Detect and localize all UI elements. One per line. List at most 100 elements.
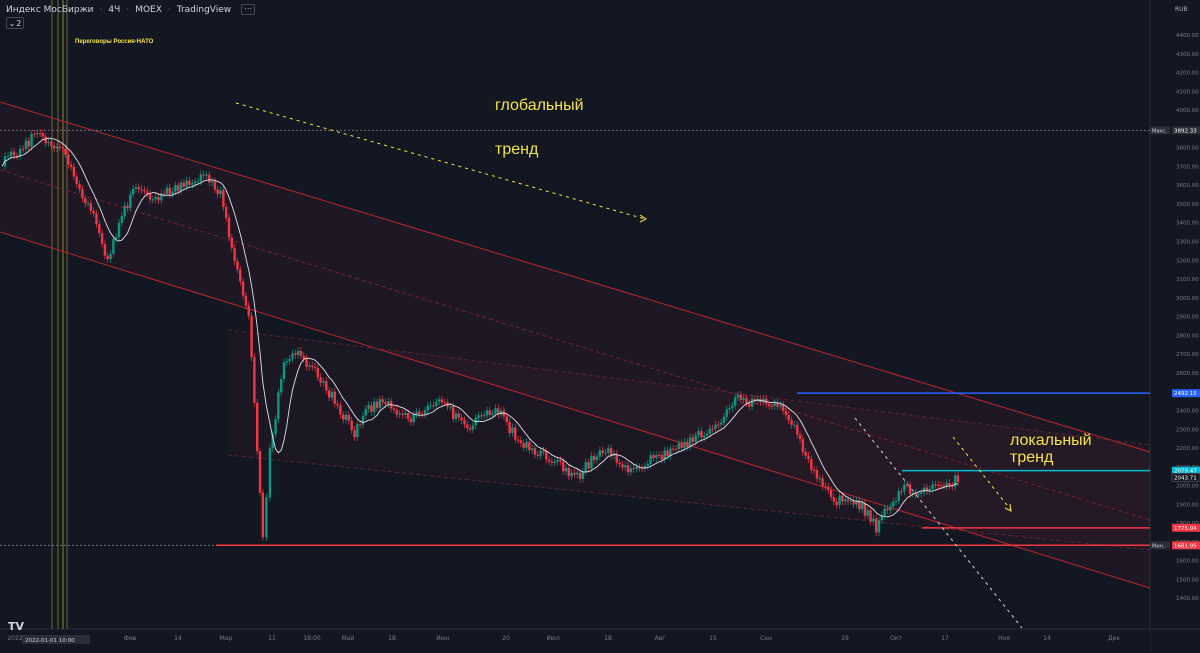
- candle-body: [268, 448, 272, 498]
- candle-body: [739, 394, 743, 401]
- price-label-bg: [1171, 472, 1200, 482]
- candle-body: [33, 133, 36, 135]
- chevron-down-icon: ⌄: [8, 18, 16, 28]
- candle-body: [160, 193, 163, 201]
- candle-body: [827, 486, 830, 490]
- candle-body: [559, 459, 562, 462]
- candle-body: [680, 443, 683, 448]
- candle-body: [378, 399, 382, 408]
- candle-body: [423, 410, 427, 415]
- candle-body: [934, 484, 937, 486]
- candle-body: [711, 428, 714, 430]
- x-tick-label: Окт: [890, 635, 902, 642]
- moving-average-line: [1, 137, 959, 518]
- candle-body: [860, 502, 864, 510]
- y-tick-label: 1500.00: [1176, 577, 1199, 583]
- local-trend-arrow: [952, 436, 1012, 511]
- candle-body: [671, 448, 675, 450]
- candle-body: [812, 469, 816, 471]
- candle-body: [666, 450, 669, 457]
- candle-body: [604, 452, 607, 454]
- candle-body: [250, 315, 253, 358]
- candle-body: [734, 397, 737, 406]
- candle-body: [626, 465, 630, 473]
- indicators-count: 2: [16, 18, 22, 28]
- candle-body: [877, 520, 881, 533]
- candle-body: [948, 482, 951, 486]
- annotation-text: глобальный: [495, 97, 584, 114]
- candle-body: [106, 255, 109, 260]
- candle-body: [550, 461, 554, 463]
- candle-body: [796, 424, 799, 435]
- interval-label[interactable]: 4Ч: [108, 4, 121, 15]
- candle-body: [609, 448, 613, 456]
- candle-body: [311, 365, 314, 367]
- indicators-collapse-button[interactable]: ⌄ 2: [6, 17, 24, 29]
- candle-body: [50, 141, 53, 146]
- annotation-text: локальный: [1010, 432, 1092, 449]
- x-tick-label: 14: [174, 635, 182, 642]
- candle-body: [432, 405, 435, 407]
- currency-label: RUB: [1175, 6, 1188, 13]
- candle-body: [821, 478, 824, 487]
- candle-body: [224, 206, 228, 218]
- candle-body: [210, 181, 214, 183]
- candle-body: [717, 424, 720, 426]
- y-tick-label: 3400.00: [1176, 221, 1199, 227]
- candle-body: [621, 464, 624, 468]
- candle-body: [514, 427, 517, 440]
- candle-body: [241, 281, 245, 296]
- candle-body: [415, 411, 418, 415]
- candle-body: [525, 441, 528, 448]
- x-tick-label: 18:00: [303, 635, 320, 642]
- candle-body: [364, 408, 367, 416]
- price-label-tag: Макс.: [1152, 128, 1167, 134]
- y-tick-label: 3800.00: [1176, 146, 1199, 152]
- price-scale-bg: [1150, 0, 1200, 653]
- x-tick-label: Ноя: [998, 635, 1010, 642]
- candle-body: [112, 239, 115, 254]
- candle-body: [519, 440, 523, 444]
- more-icon[interactable]: ⋯: [241, 4, 256, 15]
- candle-body: [409, 418, 413, 423]
- candle-body: [69, 164, 73, 167]
- x-tick-label: 15: [709, 635, 717, 642]
- candle-body: [188, 180, 191, 185]
- symbol-name[interactable]: Индекс МосБиржи: [6, 4, 94, 15]
- candle-body: [325, 381, 328, 391]
- candle-body: [350, 420, 353, 430]
- candle-body: [922, 487, 926, 493]
- candle-body: [171, 191, 174, 195]
- annotation-text: тренд: [495, 141, 539, 158]
- candle-body: [143, 189, 146, 192]
- x-tick-label: 2022: [7, 635, 22, 642]
- candle-body: [36, 133, 39, 135]
- candle-body: [829, 489, 833, 498]
- candle-body: [258, 451, 262, 493]
- candle-body: [640, 468, 644, 470]
- candle-body: [296, 350, 300, 355]
- candle-body: [505, 416, 508, 422]
- candle-body: [553, 461, 556, 463]
- candle-body: [939, 485, 943, 487]
- candle-body: [612, 453, 616, 456]
- price-label-bg: [1172, 389, 1200, 398]
- candle-body: [561, 461, 565, 472]
- price-label: 2492.15: [1172, 389, 1200, 398]
- price-label-value: 1775.04: [1174, 526, 1197, 532]
- candle-body: [261, 492, 265, 538]
- x-tick-label: 18: [604, 635, 612, 642]
- candle-body: [9, 151, 13, 157]
- candle-body: [522, 443, 525, 448]
- price-label-value: 2043.71: [1174, 475, 1197, 481]
- candle-body: [308, 365, 311, 367]
- y-tick-label: 2200.00: [1176, 446, 1199, 452]
- candle-body: [291, 353, 294, 359]
- candle-body: [148, 193, 152, 200]
- x-tick-label: 17: [941, 635, 949, 642]
- candle-body: [533, 448, 537, 455]
- candle-body: [193, 181, 197, 184]
- global-channel-lower: [0, 231, 1151, 589]
- candle-body: [179, 182, 183, 191]
